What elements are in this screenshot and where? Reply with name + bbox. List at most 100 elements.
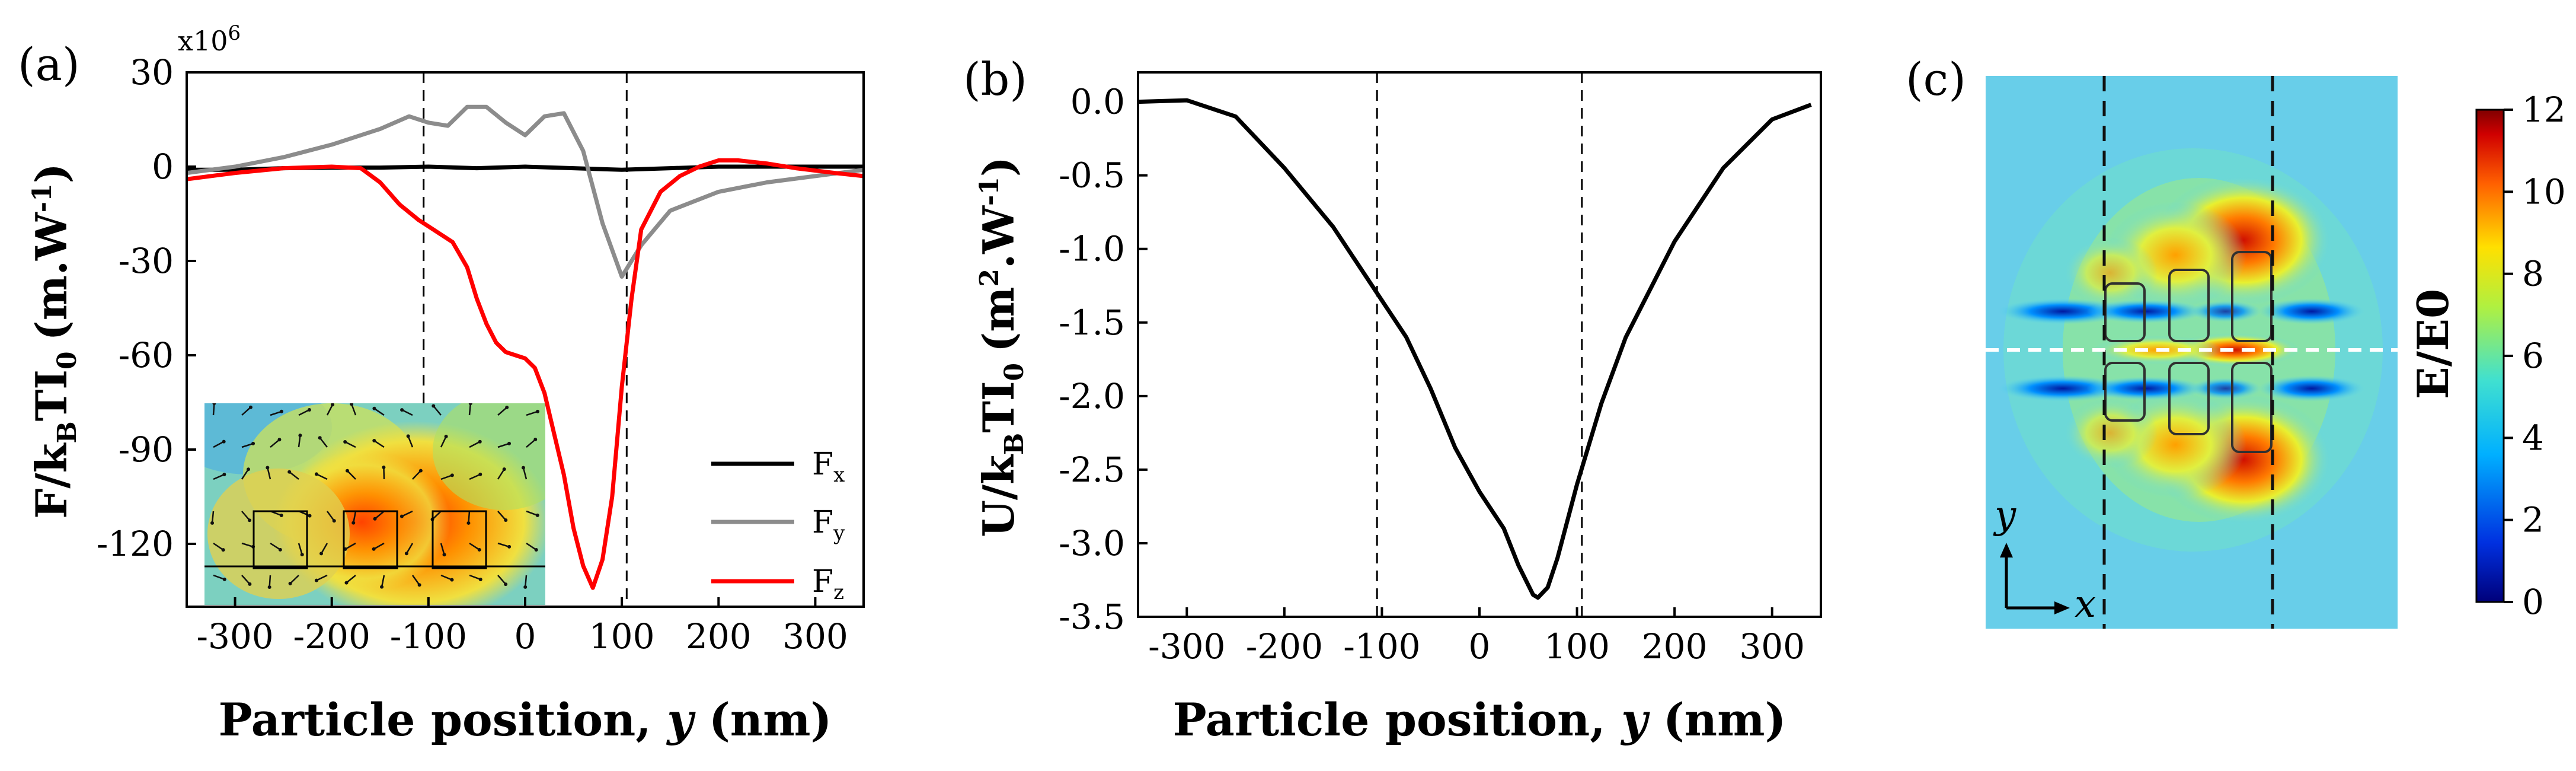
panel-a-xlabel: Particle position, y (nm) <box>219 693 832 746</box>
inset-arrow-head <box>504 518 508 522</box>
y-tick-label: -30 <box>119 241 174 281</box>
field-map <box>1986 76 2398 629</box>
inset-arrow <box>411 575 420 586</box>
x-tick-label: 300 <box>782 616 848 657</box>
inset-arrow-head <box>477 547 481 552</box>
panel-c-label: (c) <box>1906 53 1966 106</box>
inset-arrow-head <box>373 517 377 521</box>
colorbar-tick-label: 2 <box>2522 500 2544 540</box>
inset-arrow-head <box>222 473 226 477</box>
inset-arrow <box>526 410 538 416</box>
y-multiplier: x106 <box>178 21 241 57</box>
inset-arrow <box>353 511 357 523</box>
y-tick-label: -2.5 <box>1059 450 1125 490</box>
inset-arrow <box>213 574 225 581</box>
y-tick-label: -120 <box>97 524 174 564</box>
inset-arrow-head <box>536 409 540 413</box>
legend-label-fx: Fx <box>812 447 845 487</box>
rod <box>2168 269 2210 342</box>
inset-arrow-head <box>287 470 292 474</box>
inset-arrow-head <box>288 581 292 585</box>
inset-arrow-head <box>432 404 436 408</box>
inset-arrow <box>213 441 225 448</box>
inset-arrow <box>440 574 452 581</box>
inset-arrow-head <box>308 514 312 518</box>
rod <box>2104 362 2146 422</box>
inset-arrow-head <box>212 403 216 406</box>
inset-arrow <box>289 471 299 480</box>
inset-arrow <box>344 542 356 550</box>
x-tick-label: 0 <box>1469 626 1491 667</box>
colorbar <box>2475 109 2505 603</box>
inset-arrow <box>497 406 507 416</box>
inset-arrow-head <box>450 473 454 477</box>
inset-arrow-head <box>466 521 471 525</box>
legend-label-fy: Fy <box>812 505 845 545</box>
inset-arrow <box>407 435 414 448</box>
inset-arrow-head <box>247 518 251 523</box>
inset-arrow-head <box>278 547 282 552</box>
inset-arrow <box>383 467 385 480</box>
inset-arrow-head <box>351 521 356 525</box>
axis-indicator: y x <box>1993 493 2096 626</box>
inset-arrow-head <box>478 577 482 581</box>
inset-arrow <box>440 474 453 480</box>
inset-arrow-head <box>478 472 482 476</box>
inset-arrow <box>241 575 251 585</box>
inset-arrow-head <box>533 438 538 442</box>
inset-arrow <box>468 511 471 524</box>
inset-arrow-head <box>372 406 376 410</box>
inset-arrow-head <box>380 585 384 589</box>
inset-arrow-head <box>332 519 336 523</box>
inset-arrow <box>469 473 481 480</box>
inset-arrow <box>316 574 328 581</box>
inset-arrow <box>213 473 225 480</box>
colorbar-tick-label: 10 <box>2522 171 2566 212</box>
inset-arrow-head <box>442 553 446 557</box>
panel-a-series <box>187 104 864 590</box>
inset-arrow-head <box>444 434 448 438</box>
inset-arrow <box>526 439 536 448</box>
inset-arrow <box>440 436 447 448</box>
inset-arrow <box>497 469 505 480</box>
inset-arrow-head <box>267 585 271 589</box>
inset-arrow <box>432 511 442 520</box>
inset-arrow <box>469 542 480 550</box>
inset-arrow <box>497 511 507 521</box>
x-tick-label: 200 <box>686 616 752 657</box>
inset-arrow <box>401 409 413 416</box>
series-line-u <box>1138 98 1812 600</box>
inset-arrow-head <box>318 436 322 440</box>
inset-arrow-head <box>535 513 539 517</box>
inset-arrow <box>320 543 328 554</box>
panel-b-ticks: -300 -200 -100 0 100 200 300 0.0 -0.5 -1.0 -1.5 -2.… <box>1059 82 1805 667</box>
inset-arrow <box>344 441 356 448</box>
inset-arrow-head <box>507 441 512 445</box>
inset-arrow-head <box>372 439 376 443</box>
inset-arrow <box>440 543 445 555</box>
inset-arrow-head <box>277 438 282 442</box>
inset-arrow-head <box>222 577 226 581</box>
rod <box>2231 251 2273 342</box>
y-tick-label: -2.0 <box>1059 376 1125 416</box>
inset-arrow <box>347 470 356 480</box>
inset-arrow <box>373 439 385 448</box>
inset-arrow-head <box>247 467 251 471</box>
panel-a-label: (a) <box>18 38 80 91</box>
inset-arrow-head <box>468 403 472 406</box>
inset-arrow-head <box>505 405 509 409</box>
x-tick-label: 100 <box>1544 626 1610 667</box>
inset-arrow <box>497 575 507 585</box>
inset-arrow-head <box>404 552 408 556</box>
inset-arrow-head <box>314 578 318 582</box>
inset-arrow <box>319 437 328 448</box>
colorbar-ticks: 12 10 8 6 4 2 0 <box>2504 90 2566 622</box>
colorbar-tick-label: 6 <box>2522 336 2544 376</box>
inset-arrow <box>526 510 538 517</box>
legend-label-fz: Fz <box>812 564 844 604</box>
inset-arrow <box>316 473 328 480</box>
y-tick-label: -90 <box>119 429 174 470</box>
inset-arrow-head <box>298 434 302 438</box>
inset-arrow <box>241 511 250 521</box>
inset-arrow-head <box>450 578 454 582</box>
